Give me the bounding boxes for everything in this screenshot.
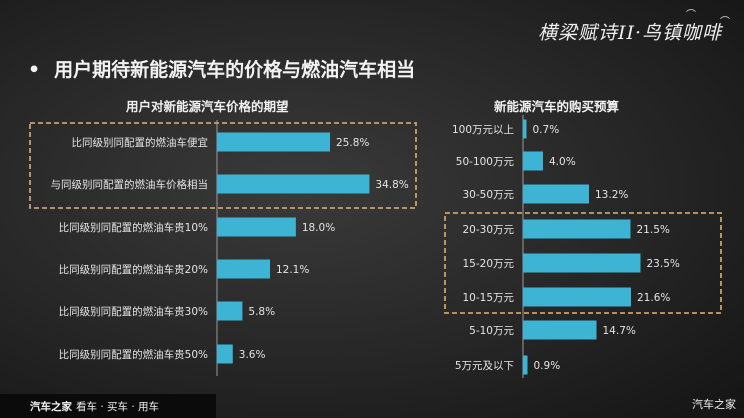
page-title: • 用户期待新能源汽车的价格与燃油汽车相当 xyxy=(28,55,415,82)
budget-category-label: 50-100万元 xyxy=(456,156,515,168)
budget-bar xyxy=(523,151,543,171)
budget-bar xyxy=(523,184,589,204)
brand-name: 汽车之家 xyxy=(30,400,72,413)
budget-bar xyxy=(523,253,641,273)
budget-value-label: 14.7% xyxy=(603,325,636,337)
watermark: 汽车之家 xyxy=(692,398,736,411)
price-expectation-bar xyxy=(217,301,243,321)
price-expectation-value-label: 5.8% xyxy=(248,306,275,318)
chart-title-budget: 新能源汽车的购买预算 xyxy=(494,99,620,114)
bullet-dot: • xyxy=(28,59,41,81)
budget-category-label: 5万元及以下 xyxy=(455,360,514,372)
page-title-text: 用户期待新能源汽车的价格与燃油汽车相当 xyxy=(54,59,416,81)
price-expectation-bar xyxy=(217,132,331,152)
logo-art: 横梁赋诗II·鸟镇咖啡 xyxy=(537,22,722,44)
budget-value-label: 21.6% xyxy=(637,292,670,304)
price-expectation-bar xyxy=(217,217,296,237)
price-expectation-value-label: 34.8% xyxy=(375,179,408,191)
budget-category-label: 10-15万元 xyxy=(462,292,514,304)
budget-value-label: 0.7% xyxy=(533,124,560,136)
budget-value-label: 0.9% xyxy=(534,360,561,372)
price-expectation-category-label: 比同级别同配置的燃油车贵10% xyxy=(59,221,208,234)
price-expectation-category-label: 比同级别同配置的燃油车便宜 xyxy=(72,136,209,149)
price-expectation-bar xyxy=(217,344,233,364)
budget-category-label: 5-10万元 xyxy=(469,325,514,337)
budget-category-label: 15-20万元 xyxy=(462,258,514,270)
budget-highlight-box xyxy=(444,212,722,314)
brand-tagline: 看车 · 买车 · 用车 xyxy=(76,400,160,413)
price-expectation-value-label: 3.6% xyxy=(239,349,266,361)
budget-category-label: 100万元以上 xyxy=(452,124,514,136)
budget-value-label: 23.5% xyxy=(647,258,680,270)
budget-bar xyxy=(523,287,631,307)
bird-icon: ⌒ xyxy=(720,17,730,28)
budget-value-label: 13.2% xyxy=(595,189,628,201)
price-expectation-bar xyxy=(217,259,270,279)
price-expectation-bar xyxy=(217,174,370,194)
price-expectation-category-label: 比同级别同配置的燃油车贵20% xyxy=(59,263,208,276)
budget-bar xyxy=(523,355,528,375)
price-expectation-value-label: 18.0% xyxy=(302,222,335,234)
price-expectation-value-label: 25.8% xyxy=(336,137,369,149)
price-expectation-category-label: 与同级别同配置的燃油车价格相当 xyxy=(51,178,209,191)
budget-value-label: 21.5% xyxy=(637,224,670,236)
budget-category-label: 20-30万元 xyxy=(462,224,514,236)
budget-bar xyxy=(523,119,527,139)
price-expectation-value-label: 12.1% xyxy=(276,264,309,276)
price-expectation-category-label: 比同级别同配置的燃油车贵30% xyxy=(59,305,208,318)
chart-title-price-expectation: 用户对新能源汽车价格的期望 xyxy=(126,99,289,114)
budget-category-label: 30-50万元 xyxy=(462,189,514,201)
price-expectation-category-label: 比同级别同配置的燃油车贵50% xyxy=(59,348,208,361)
budget-value-label: 4.0% xyxy=(549,156,576,168)
budget-bar xyxy=(523,320,597,340)
budget-bar xyxy=(523,219,631,239)
bird-icon: ⌒ xyxy=(686,10,696,21)
footer-brand-bar: 汽车之家 看车 · 买车 · 用车 xyxy=(0,394,216,418)
price-expectation-highlight-box xyxy=(29,122,417,209)
